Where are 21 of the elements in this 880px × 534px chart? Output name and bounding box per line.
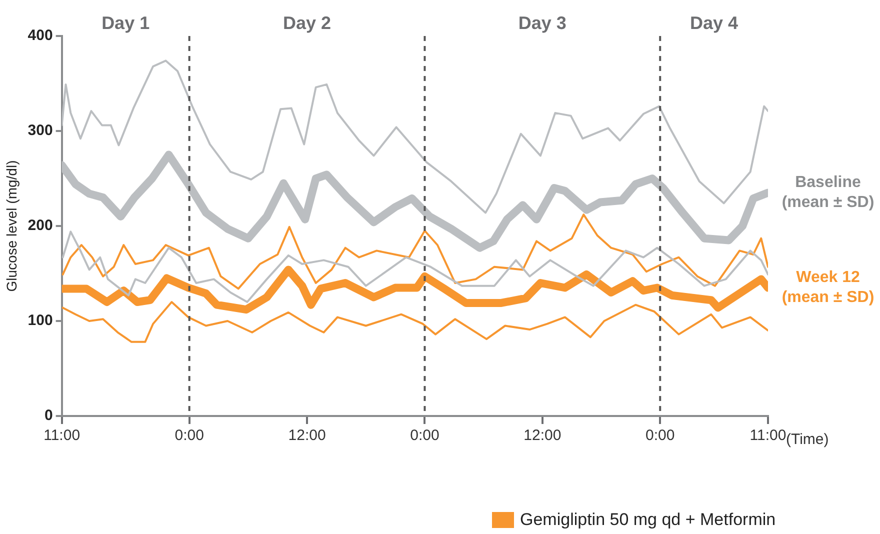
y-tick-label: 300 bbox=[28, 122, 53, 140]
y-tick-label: 400 bbox=[28, 27, 53, 44]
x-tick-label: 0:00 bbox=[174, 427, 204, 444]
series-label: Baseline (mean ± SD) bbox=[782, 174, 874, 212]
text: Day 2 bbox=[283, 12, 332, 33]
series-label: Week 12 (mean ± SD) bbox=[782, 269, 874, 306]
y-tick-label: 200 bbox=[28, 217, 53, 234]
y-tick-label: 100 bbox=[28, 312, 53, 330]
text: Day 3 bbox=[518, 12, 566, 33]
x-tick-label: 11:00 bbox=[44, 427, 80, 444]
y-axis-title: Glucose level (mg/dl) bbox=[3, 160, 20, 292]
x-tick-label: 12:00 bbox=[288, 427, 326, 444]
text: Gemigliptin 50 mg qd + Metformin bbox=[520, 510, 776, 530]
x-tick-label: 11:00 bbox=[750, 427, 786, 444]
x-tick-label: 0:00 bbox=[646, 427, 675, 444]
y-tick-label: 0 bbox=[44, 407, 53, 424]
x-axis-title: (Time) bbox=[786, 431, 829, 448]
x-tick-label: 12:00 bbox=[524, 427, 562, 444]
text: Day 4 bbox=[690, 12, 738, 33]
x-tick-label: 0:00 bbox=[410, 427, 440, 444]
text: Day 1 bbox=[102, 12, 150, 33]
